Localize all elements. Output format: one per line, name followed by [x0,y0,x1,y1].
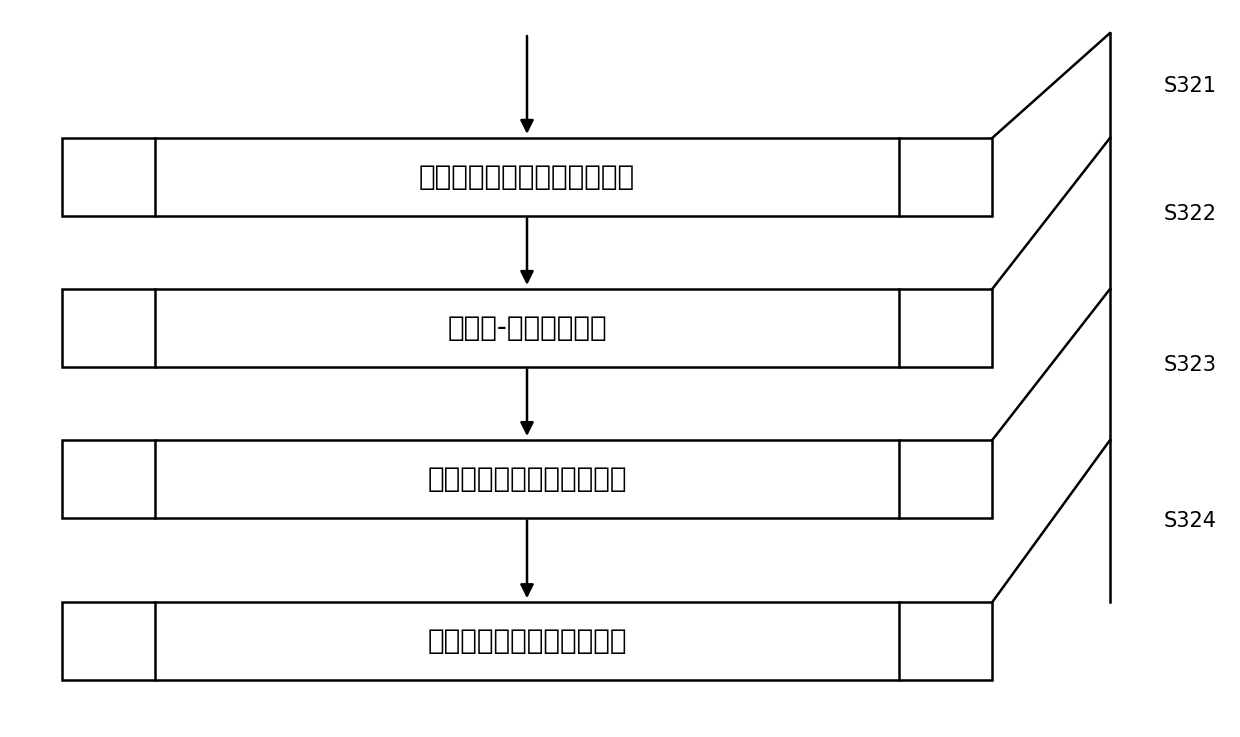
Bar [62,603,992,680]
Text: 机器人电子元器件装配控制: 机器人电子元器件装配控制 [428,627,626,655]
Text: 双卷积-采样特征提取: 双卷积-采样特征提取 [448,314,606,342]
Bar [62,441,992,517]
Text: S321: S321 [1164,76,1216,96]
Text: S323: S323 [1164,354,1216,375]
Bar [62,290,992,367]
Text: S324: S324 [1164,511,1216,531]
Text: 自学习模型预测控制器初始化: 自学习模型预测控制器初始化 [419,163,635,191]
Bar [62,139,992,216]
Text: 量子神经网络节点模糊优化: 量子神经网络节点模糊优化 [428,465,626,493]
Text: S322: S322 [1164,203,1216,224]
